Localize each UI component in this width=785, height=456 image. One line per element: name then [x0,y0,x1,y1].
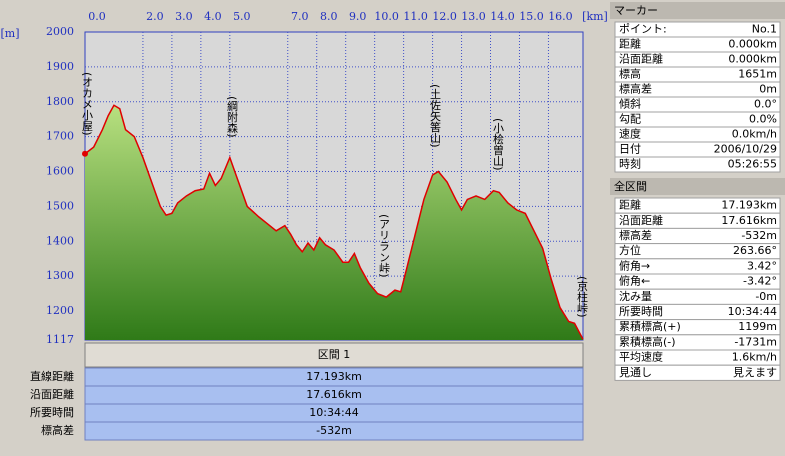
area-fill [85,105,583,341]
y-tick-label: 1300 [46,269,74,282]
panel-label: 沿面距離 [619,213,663,227]
panel-label: 距離 [619,198,641,212]
y-tick-label: 1800 [46,95,74,108]
peak-label: (土佐矢筈山) [429,84,442,148]
panel-title: 全区間 [614,179,647,193]
panel-value: No.1 [752,23,777,36]
x-tick-label: 16.0 [548,10,573,23]
panel-value: -3.42° [743,275,777,288]
y-tick-label: 1117 [46,333,74,346]
panel-label: 沈み量 [619,289,652,303]
section-header [84,342,584,368]
panel-value: 0.000km [728,53,777,66]
panel-value: 3.42° [747,259,777,272]
value-cell [84,421,584,441]
x-tick-label: 15.0 [519,10,544,23]
panel-value: 17.193km [721,199,777,212]
panel-value: 05:26:55 [728,158,777,171]
panel-value: 0.0° [754,98,777,111]
row-label: 沿面距離 [30,387,74,401]
row-value: -532m [316,424,352,437]
x-tick-label: 8.0 [320,10,338,23]
x-tick-label: 12.0 [432,10,457,23]
panel-label: 距離 [619,37,641,51]
peak-label: (綱附森) [226,96,239,138]
panel-value: 17.616km [721,214,777,227]
panel-label: 俯角← [619,274,650,288]
panel-value: 見えます [733,366,777,379]
section-title: 区間 1 [318,348,351,361]
x-tick-label: 14.0 [490,10,515,23]
panel-value: 0m [759,83,777,96]
peak-label: (アリラン峠) [378,214,391,278]
panel-label: 速度 [619,127,641,141]
panel-header [610,178,785,195]
panel-row [614,156,781,173]
panel-value: 0.0km/h [732,128,777,141]
panel-value: -532m [741,229,777,242]
panel-value: 1199m [738,320,777,333]
panel-label: 見通し [619,366,652,379]
panel-value: 1651m [738,68,777,81]
panel-label: 勾配 [619,113,641,126]
panel-label: 標高 [619,67,641,81]
panel-label: 日付 [619,143,641,156]
panel-label: 沿面距離 [619,52,663,66]
panel-label: 時刻 [619,157,641,171]
row-label: 標高差 [41,423,74,437]
x-axis-label: [km] [582,10,608,23]
panel-header [610,2,785,19]
panel-value: -0m [755,290,777,303]
x-tick-label: 13.0 [461,10,486,23]
x-tick-label: 4.0 [204,10,222,23]
y-tick-label: 1400 [46,234,74,247]
panel-label: 標高差 [619,228,652,242]
panel-value: 2006/10/29 [714,143,777,156]
x-tick-label: 0.0 [88,10,106,23]
panel-title: マーカー [614,4,658,17]
peak-label: (オカメ小屋) [81,72,94,136]
panel-label: 累積標高(-) [619,334,676,348]
x-tick-label: 7.0 [291,10,309,23]
x-tick-label: 11.0 [403,10,428,23]
panel-value: -1731m [734,335,777,348]
panel-value: 0.0% [749,113,777,126]
panel-label: 標高差 [619,82,652,96]
y-tick-label: 1700 [46,130,74,143]
x-tick-label: 2.0 [146,10,164,23]
panel-label: 傾斜 [619,97,641,111]
panel-label: 方位 [619,243,641,257]
row-label: 直線距離 [30,369,74,383]
panel-label: 所要時間 [619,305,663,318]
panel-value: 263.66° [733,244,777,257]
row-value: 10:34:44 [309,406,358,419]
panel-value: 10:34:44 [728,305,777,318]
peak-label: (小桧曽山) [492,118,505,171]
profile-line [84,104,584,340]
y-tick-label: 1500 [46,199,74,212]
panel-row [614,364,781,381]
panel-label: ポイント: [619,23,667,36]
y-tick-label: 2000 [46,25,74,38]
peak-label: (京柱峠) [576,276,589,318]
row-value: 17.193km [306,370,362,383]
panel-label: 俯角→ [619,258,650,272]
panel-label: 累積標高(+) [619,319,681,333]
y-axis-label: [m] [0,27,19,40]
y-tick-label: 1600 [46,165,74,178]
y-tick-label: 1200 [46,304,74,317]
x-tick-label: 10.0 [374,10,399,23]
x-tick-label: 9.0 [349,10,367,23]
row-label: 所要時間 [30,406,74,419]
x-tick-label: 3.0 [175,10,193,23]
x-tick-label: 5.0 [233,10,251,23]
marker-point [82,150,88,157]
row-value: 17.616km [306,388,362,401]
panel-value: 1.6km/h [732,351,777,364]
panel-value: 0.000km [728,38,777,51]
y-tick-label: 1900 [46,60,74,73]
panel-label: 平均速度 [619,350,663,364]
